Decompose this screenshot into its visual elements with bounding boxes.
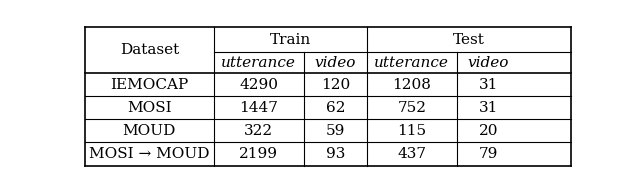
Text: utterance: utterance bbox=[374, 56, 449, 70]
Text: Test: Test bbox=[453, 33, 485, 47]
Text: 115: 115 bbox=[397, 124, 426, 138]
Text: 1208: 1208 bbox=[392, 78, 431, 91]
Text: 59: 59 bbox=[326, 124, 345, 138]
Text: 437: 437 bbox=[397, 147, 426, 161]
Text: Dataset: Dataset bbox=[120, 43, 179, 57]
Text: 31: 31 bbox=[479, 78, 498, 91]
Text: 20: 20 bbox=[479, 124, 498, 138]
Text: video: video bbox=[468, 56, 509, 70]
Text: 31: 31 bbox=[479, 101, 498, 115]
Text: 79: 79 bbox=[479, 147, 498, 161]
Text: 62: 62 bbox=[326, 101, 345, 115]
Text: 2199: 2199 bbox=[239, 147, 278, 161]
Text: 4290: 4290 bbox=[239, 78, 278, 91]
Text: 120: 120 bbox=[321, 78, 350, 91]
Text: MOSI: MOSI bbox=[127, 101, 172, 115]
Text: IEMOCAP: IEMOCAP bbox=[110, 78, 189, 91]
Text: Train: Train bbox=[269, 33, 311, 47]
Text: 752: 752 bbox=[397, 101, 426, 115]
Text: 93: 93 bbox=[326, 147, 345, 161]
Text: 1447: 1447 bbox=[239, 101, 278, 115]
Text: MOUD: MOUD bbox=[123, 124, 176, 138]
Text: 322: 322 bbox=[244, 124, 273, 138]
Text: utterance: utterance bbox=[221, 56, 296, 70]
Text: video: video bbox=[315, 56, 356, 70]
Text: MOSI → MOUD: MOSI → MOUD bbox=[89, 147, 210, 161]
